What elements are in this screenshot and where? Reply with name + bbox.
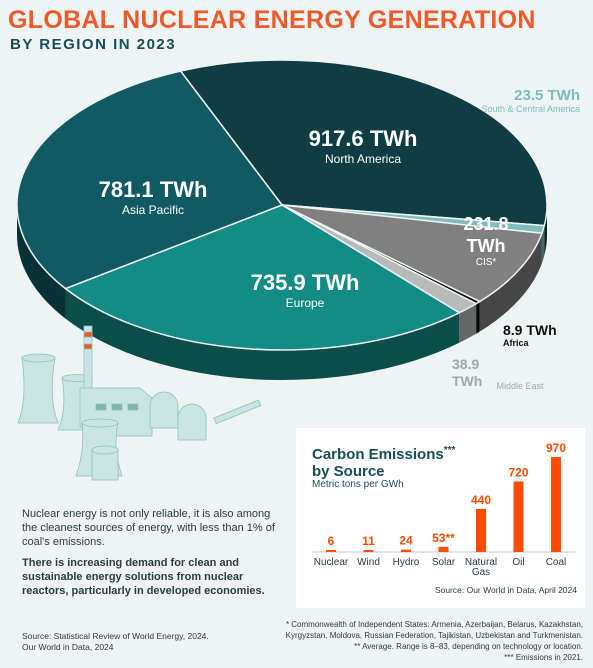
chart-title: GLOBAL NUCLEAR ENERGY GENERATION — [8, 6, 536, 34]
bar-category-label-oil: Oil — [512, 557, 524, 568]
left-source-note: Source: Statistical Review of World Ener… — [22, 631, 209, 652]
pie-side-middle-east — [459, 303, 477, 343]
pie-side-europe — [65, 288, 460, 380]
bar-value-label-hydro: 24 — [399, 534, 413, 548]
bar-chart-title: Carbon Emissions*** by Source — [312, 442, 455, 480]
footnote-cis: * Commonwealth of Independent States: Ar… — [285, 620, 583, 640]
bar-chart: 6 Nuclear 11 Wind 24 Hydro 53** Solar 440 Natural… — [312, 441, 576, 578]
nuclear-plant-illustration-icon — [17, 325, 262, 481]
pie-slice-north-america — [179, 59, 548, 227]
bar-category-label-coal: Coal — [546, 557, 567, 568]
bar-hydro — [401, 549, 411, 552]
asia-pacific-name: Asia Pacific — [121, 203, 185, 217]
bar-chart-title-line2: by Source — [312, 463, 385, 480]
description-paragraph: Nuclear energy is not only reliable, it … — [22, 508, 275, 548]
bar-category-label-natural-gas: Gas — [472, 567, 490, 578]
slice-label-middle-east: 38.9 TWh Middle East — [452, 356, 552, 391]
europe-name: Europe — [285, 296, 325, 310]
europe-value: 735.9 TWh — [250, 270, 360, 295]
chart-subtitle: BY REGION IN 2023 — [10, 36, 177, 53]
bar-category-label-nuclear: Nuclear — [314, 557, 349, 568]
pie-chart — [16, 59, 548, 380]
pie-top-slices — [16, 59, 548, 351]
slice-label-cis: 231.8 TWh CIS* — [446, 213, 526, 268]
south-central-america-value: 23.5 TWh — [514, 87, 580, 104]
bar-natural-gas — [476, 508, 486, 552]
bar-wind — [363, 550, 374, 552]
bar-value-label-coal: 970 — [546, 441, 566, 455]
africa-name: Africa — [503, 338, 529, 348]
bar-category-label-natural-gas: Natural — [465, 557, 497, 568]
bar-value-label-nuclear: 6 — [328, 534, 335, 548]
bar-solar — [438, 546, 449, 552]
cis-value: 231.8 TWh — [463, 214, 509, 256]
slice-label-north-america: 917.6 TWh North America — [298, 126, 428, 166]
bar-chart-title-line1: Carbon Emissions — [312, 446, 444, 463]
footnote-emissions-year: *** Emissions in 2021. — [504, 653, 583, 662]
pie-side-africa — [476, 301, 480, 334]
north-america-name: North America — [324, 152, 402, 166]
bar-value-label-wind: 11 — [362, 534, 375, 548]
footnotes: * Commonwealth of Independent States: Ar… — [253, 619, 583, 663]
slice-label-europe: 735.9 TWh Europe — [240, 270, 370, 310]
bar-category-label-wind: Wind — [357, 557, 380, 568]
bar-nuclear — [326, 550, 336, 552]
footnote-average: ** Average. Range is 8–83, depending on … — [354, 642, 583, 651]
middle-east-value: 38.9 TWh — [452, 356, 483, 389]
bar-category-label-solar: Solar — [432, 557, 456, 568]
middle-east-name: Middle East — [496, 381, 544, 391]
pie-side-south-central-america — [541, 225, 545, 264]
bar-value-label-solar: 53** — [432, 531, 455, 545]
pie-side-cis — [479, 233, 542, 332]
pie-slice-europe — [63, 204, 461, 351]
bar-chart-source: Source: Our World in Data, April 2024 — [434, 585, 577, 595]
asia-pacific-value: 781.1 TWh — [98, 177, 208, 202]
africa-value: 8.9 TWh — [503, 322, 557, 338]
demand-paragraph: There is increasing demand for clean and… — [22, 557, 265, 597]
slice-label-asia-pacific: 781.1 TWh Asia Pacific — [88, 177, 218, 217]
bar-value-label-oil: 720 — [508, 465, 528, 479]
bar-chart-title-footnote-mark: *** — [443, 445, 456, 456]
cis-name: CIS* — [475, 257, 497, 268]
bar-oil — [513, 481, 524, 552]
bar-category-label-hydro: Hydro — [393, 557, 420, 568]
bar-coal — [551, 457, 561, 552]
south-central-america-name: South & Central America — [481, 104, 580, 114]
slice-label-south-central-america: 23.5 TWh South & Central America — [462, 87, 580, 114]
bar-chart-unit: Metric tons per GWh — [312, 479, 404, 490]
pie-slice-cis — [281, 204, 543, 303]
carbon-emissions-panel: Carbon Emissions*** by Source Metric ton… — [296, 428, 585, 608]
bar-value-label-natural-gas: 440 — [471, 493, 491, 507]
pie-side-asia-pacific — [17, 205, 66, 319]
north-america-value: 917.6 TWh — [308, 126, 418, 151]
slice-label-africa: 8.9 TWh Africa — [503, 322, 557, 348]
pie-slice-asia-pacific — [16, 70, 284, 290]
